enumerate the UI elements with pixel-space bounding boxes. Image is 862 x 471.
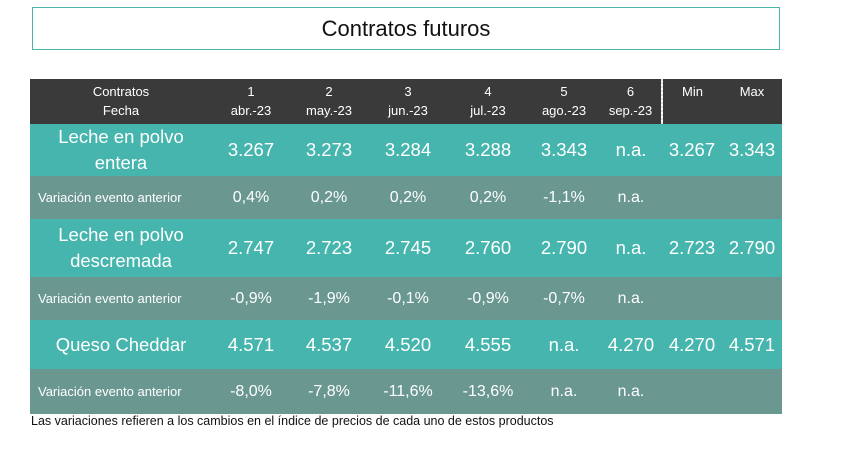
header-date-label: Fecha (102, 103, 140, 118)
row-label: Variación evento anterior (30, 369, 212, 414)
row-label: Queso Cheddar (30, 320, 212, 369)
value-cell: -13,6% (448, 369, 528, 414)
contract-number: 3 (404, 84, 412, 99)
value-cell: n.a. (528, 320, 600, 369)
contract-date: sep.-23 (608, 103, 653, 118)
value-cell: -1,9% (290, 277, 368, 320)
max-cell (722, 369, 782, 414)
value-cell: 0,4% (212, 176, 290, 219)
min-cell (662, 369, 722, 414)
header-row: Contratos Fecha 1 abr.-23 2 may.-23 3 jun.-2… (30, 79, 782, 124)
header-contract-5: 5 ago.-23 (528, 79, 600, 124)
contract-date: abr.-23 (230, 103, 272, 118)
value-cell: -0,1% (368, 277, 448, 320)
table-row: Variación evento anterior -0,9% -1,9% -0… (30, 277, 782, 320)
value-cell: 0,2% (290, 176, 368, 219)
value-cell: 4.555 (448, 320, 528, 369)
header-contract-3: 3 jun.-23 (368, 79, 448, 124)
value-cell: 3.284 (368, 124, 448, 176)
value-cell: n.a. (600, 369, 662, 414)
min-cell: 2.723 (662, 219, 722, 277)
value-cell: -0,9% (212, 277, 290, 320)
value-cell: n.a. (600, 219, 662, 277)
row-label: Leche en polvo descremada (30, 219, 212, 277)
value-cell: 2.747 (212, 219, 290, 277)
header-label-cell: Contratos Fecha (30, 79, 212, 124)
header-contract-6: 6 sep.-23 (600, 79, 662, 124)
contract-number: 4 (484, 84, 492, 99)
value-cell: 2.790 (528, 219, 600, 277)
value-cell: n.a. (600, 176, 662, 219)
footnote: Las variaciones refieren a los cambios e… (31, 414, 554, 428)
min-cell: 4.270 (662, 320, 722, 369)
futures-table: Contratos Fecha 1 abr.-23 2 may.-23 3 jun.-2… (30, 79, 782, 414)
value-cell: 4.270 (600, 320, 662, 369)
page-title: Contratos futuros (32, 7, 780, 50)
min-cell: 3.267 (662, 124, 722, 176)
contract-date: ago.-23 (541, 103, 587, 118)
value-cell: 3.288 (448, 124, 528, 176)
table-row: Variación evento anterior 0,4% 0,2% 0,2%… (30, 176, 782, 219)
value-cell: -1,1% (528, 176, 600, 219)
contract-number: 5 (560, 84, 568, 99)
min-cell (662, 277, 722, 320)
max-cell: 4.571 (722, 320, 782, 369)
min-cell (662, 176, 722, 219)
value-cell: n.a. (600, 124, 662, 176)
max-cell: 2.790 (722, 219, 782, 277)
row-label: Leche en polvo entera (30, 124, 212, 176)
row-label: Variación evento anterior (30, 277, 212, 320)
contract-date: may.-23 (306, 103, 352, 118)
table-row: Leche en polvo entera 3.267 3.273 3.284 … (30, 124, 782, 176)
value-cell: 0,2% (368, 176, 448, 219)
contract-date: jun.-23 (388, 103, 428, 118)
value-cell: 4.520 (368, 320, 448, 369)
value-cell: 2.723 (290, 219, 368, 277)
header-contract-4: 4 jul.-23 (448, 79, 528, 124)
value-cell: n.a. (528, 369, 600, 414)
header-max: Max (722, 79, 782, 124)
value-cell: 3.343 (528, 124, 600, 176)
contract-number: 6 (626, 84, 635, 99)
value-cell: 4.537 (290, 320, 368, 369)
row-label: Variación evento anterior (30, 176, 212, 219)
value-cell: 4.571 (212, 320, 290, 369)
contract-date: jul.-23 (470, 103, 506, 118)
header-min: Min (661, 79, 722, 124)
value-cell: -11,6% (368, 369, 448, 414)
value-cell: -0,7% (528, 277, 600, 320)
table-row: Leche en polvo descremada 2.747 2.723 2.… (30, 219, 782, 277)
value-cell: n.a. (600, 277, 662, 320)
value-cell: -8,0% (212, 369, 290, 414)
value-cell: -0,9% (448, 277, 528, 320)
contract-number: 1 (247, 84, 255, 99)
header-contracts-label: Contratos (92, 84, 150, 99)
value-cell: 3.267 (212, 124, 290, 176)
value-cell: 2.760 (448, 219, 528, 277)
table-row: Variación evento anterior -8,0% -7,8% -1… (30, 369, 782, 414)
max-cell: 3.343 (722, 124, 782, 176)
header-contract-2: 2 may.-23 (290, 79, 368, 124)
max-cell (722, 277, 782, 320)
value-cell: 0,2% (448, 176, 528, 219)
value-cell: -7,8% (290, 369, 368, 414)
header-contract-1: 1 abr.-23 (212, 79, 290, 124)
contract-number: 2 (325, 84, 333, 99)
value-cell: 2.745 (368, 219, 448, 277)
max-cell (722, 176, 782, 219)
table-row: Queso Cheddar 4.571 4.537 4.520 4.555 n.… (30, 320, 782, 369)
value-cell: 3.273 (290, 124, 368, 176)
